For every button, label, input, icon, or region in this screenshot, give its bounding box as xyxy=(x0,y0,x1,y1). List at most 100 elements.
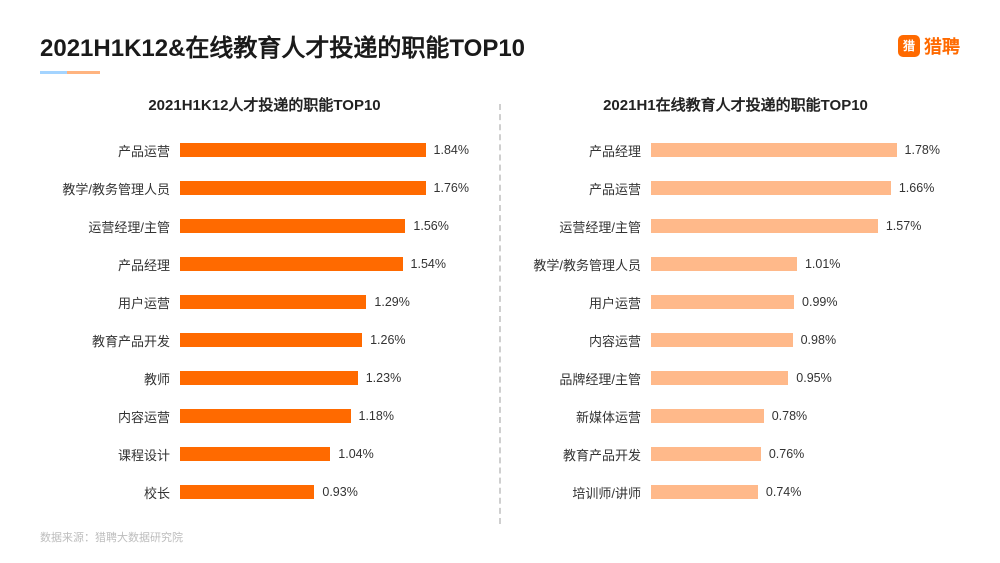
right-chart: 2021H1在线教育人才投递的职能TOP10 产品经理 1.78% 产品运营 1.66… xyxy=(511,94,960,524)
bar-wrap: 1.26% xyxy=(180,333,469,347)
category-label: 教学/教务管理人员 xyxy=(531,255,651,274)
chart-row: 新媒体运营 0.78% xyxy=(531,397,940,435)
bar-wrap: 1.01% xyxy=(651,257,940,271)
bar xyxy=(651,143,897,157)
charts-container: 2021H1K12人才投递的职能TOP10 产品运营1.84%教学/教务管理人员… xyxy=(0,74,1000,524)
value-label: 1.76% xyxy=(434,181,469,195)
bar xyxy=(651,181,891,195)
chart-row: 培训师/讲师0.74% xyxy=(531,473,940,511)
category-label: 产品经理 xyxy=(531,141,651,160)
value-label: 1.57% xyxy=(886,219,921,233)
title-underline xyxy=(40,71,100,74)
bar xyxy=(651,409,764,423)
value-label: 1.66% xyxy=(899,181,934,195)
category-label: 产品运营 xyxy=(531,179,651,198)
value-label: 1.54% xyxy=(411,257,446,271)
value-label: 0.99% xyxy=(802,295,837,309)
category-label: 品牌经理/主管 xyxy=(531,369,651,388)
bar xyxy=(180,143,426,157)
category-label: 教学/教务管理人员 xyxy=(60,179,180,198)
chart-row: 用户运营 0.99% xyxy=(531,283,940,321)
bar xyxy=(180,295,366,309)
category-label: 用户运营 xyxy=(531,293,651,312)
value-label: 0.95% xyxy=(796,371,831,385)
bar-wrap: 1.66% xyxy=(651,181,940,195)
value-label: 0.78% xyxy=(772,409,807,423)
bar xyxy=(651,447,761,461)
value-label: 1.84% xyxy=(434,143,469,157)
bar-wrap: 0.98% xyxy=(651,333,940,347)
bar xyxy=(180,409,351,423)
brand-icon: 猎 xyxy=(898,35,920,57)
bar-wrap: 0.95% xyxy=(651,371,940,385)
value-label: 1.26% xyxy=(370,333,405,347)
chart-row: 产品运营1.84% xyxy=(60,131,469,169)
value-label: 1.01% xyxy=(805,257,840,271)
chart-row: 课程设计 1.04% xyxy=(60,435,469,473)
right-chart-title: 2021H1在线教育人才投递的职能TOP10 xyxy=(531,94,940,115)
bar-wrap: 1.78% xyxy=(651,143,940,157)
chart-row: 教育产品开发0.76% xyxy=(531,435,940,473)
bar xyxy=(180,447,330,461)
bar xyxy=(651,219,878,233)
chart-row: 运营经理/主管1.56% xyxy=(60,207,469,245)
bar-wrap: 0.99% xyxy=(651,295,940,309)
bar-wrap: 0.78% xyxy=(651,409,940,423)
chart-row: 教师 1.23% xyxy=(60,359,469,397)
bar xyxy=(180,371,358,385)
chart-row: 教学/教务管理人员 1.01% xyxy=(531,245,940,283)
category-label: 运营经理/主管 xyxy=(531,217,651,236)
category-label: 内容运营 xyxy=(60,407,180,426)
right-chart-body: 产品经理 1.78% 产品运营 1.66% 运营经理/主管 1.57% 教学/教务管理人员 1… xyxy=(531,131,940,511)
header: 2021H1K12&在线教育人才投递的职能TOP10 猎 猎聘 xyxy=(0,0,1000,71)
bar-wrap: 1.23% xyxy=(180,371,469,385)
bar xyxy=(180,257,403,271)
value-label: 0.76% xyxy=(769,447,804,461)
category-label: 新媒体运营 xyxy=(531,407,651,426)
chart-row: 教育产品开发 1.26% xyxy=(60,321,469,359)
value-label: 1.78% xyxy=(905,143,940,157)
bar xyxy=(651,333,793,347)
category-label: 课程设计 xyxy=(60,445,180,464)
chart-row: 教学/教务管理人员 1.76% xyxy=(60,169,469,207)
bar xyxy=(651,257,797,271)
bar-wrap: 1.04% xyxy=(180,447,469,461)
left-chart: 2021H1K12人才投递的职能TOP10 产品运营1.84%教学/教务管理人员… xyxy=(40,94,489,524)
left-chart-body: 产品运营1.84%教学/教务管理人员1.76%运营经理/主管1.56%产品经理1… xyxy=(60,131,469,511)
bar-wrap: 1.56% xyxy=(180,219,469,233)
chart-row: 用户运营1.29% xyxy=(60,283,469,321)
value-label: 0.74% xyxy=(766,485,801,499)
bar xyxy=(651,371,788,385)
category-label: 用户运营 xyxy=(60,293,180,312)
bar-wrap: 1.18% xyxy=(180,409,469,423)
value-label: 1.18% xyxy=(359,409,394,423)
bar xyxy=(180,181,426,195)
bar xyxy=(180,219,405,233)
chart-row: 产品经理 1.78% xyxy=(531,131,940,169)
bar-wrap: 1.54% xyxy=(180,257,469,271)
chart-divider xyxy=(499,104,501,524)
value-label: 1.23% xyxy=(366,371,401,385)
chart-row: 校长 0.93% xyxy=(60,473,469,511)
bar xyxy=(651,295,794,309)
value-label: 0.93% xyxy=(322,485,357,499)
bar xyxy=(180,333,362,347)
bar-wrap: 0.74% xyxy=(651,485,940,499)
data-source: 数据来源：猎聘大数据研究院 xyxy=(40,529,183,545)
chart-row: 内容运营0.98% xyxy=(531,321,940,359)
category-label: 教师 xyxy=(60,369,180,388)
chart-row: 产品运营 1.66% xyxy=(531,169,940,207)
bar-wrap: 0.76% xyxy=(651,447,940,461)
value-label: 0.98% xyxy=(801,333,836,347)
brand-text: 猎聘 xyxy=(924,33,960,59)
bar-wrap: 1.76% xyxy=(180,181,469,195)
bar-wrap: 1.29% xyxy=(180,295,469,309)
category-label: 教育产品开发 xyxy=(60,331,180,350)
bar xyxy=(651,485,758,499)
chart-row: 内容运营 1.18% xyxy=(60,397,469,435)
value-label: 1.04% xyxy=(338,447,373,461)
bar-wrap: 1.57% xyxy=(651,219,940,233)
chart-row: 品牌经理/主管 0.95% xyxy=(531,359,940,397)
chart-row: 运营经理/主管 1.57% xyxy=(531,207,940,245)
category-label: 校长 xyxy=(60,483,180,502)
